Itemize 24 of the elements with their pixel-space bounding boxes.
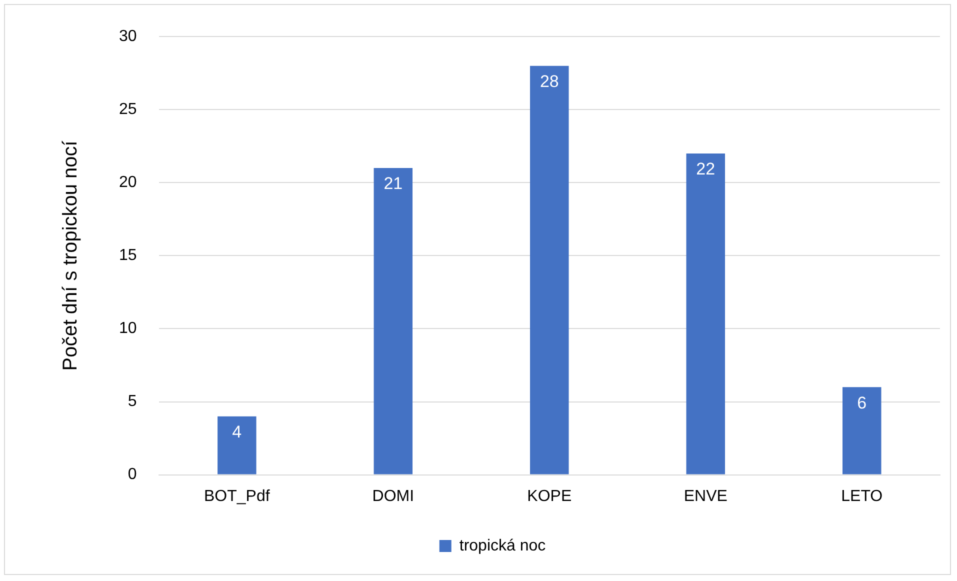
data-label: 22 <box>696 160 716 179</box>
x-tick-label: DOMI <box>372 488 414 505</box>
data-label: 21 <box>384 174 403 194</box>
y-tick-label: 5 <box>128 393 137 410</box>
data-label: 4 <box>232 422 242 442</box>
legend-label: tropická noc <box>459 537 546 554</box>
bar <box>842 387 882 474</box>
bar <box>530 66 569 474</box>
y-tick-label: 25 <box>119 101 137 118</box>
y-axis-title: Počet dní s tropickou nocí <box>60 140 82 371</box>
x-tick-label: BOT_Pdf <box>204 488 270 505</box>
x-tick-label: KOPE <box>527 488 572 505</box>
x-tick-label: LETO <box>841 488 883 505</box>
bar <box>218 416 256 474</box>
y-tick-label: 30 <box>119 28 137 46</box>
y-tick-label: 20 <box>119 174 137 192</box>
y-tick-label: 15 <box>119 247 137 264</box>
bar <box>374 168 413 474</box>
y-tick-label: 10 <box>119 320 137 338</box>
y-tick-label: 0 <box>128 466 137 484</box>
data-label: 6 <box>857 393 867 412</box>
x-tick-label: ENVE <box>684 488 728 505</box>
bar <box>686 153 726 474</box>
data-label: 28 <box>540 72 559 91</box>
